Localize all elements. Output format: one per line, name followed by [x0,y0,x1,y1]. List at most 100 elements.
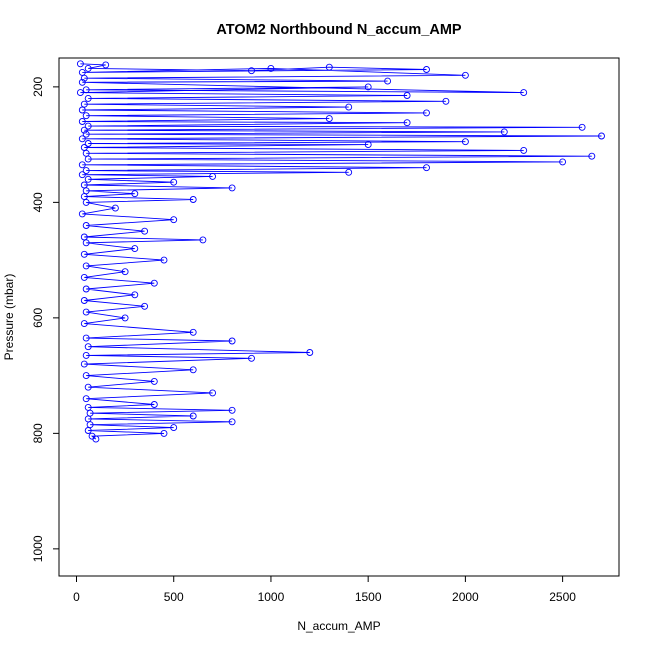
series-line [80,63,602,440]
data-layer [76,60,605,443]
data-point [84,383,92,391]
data-point [170,216,178,224]
data-point [325,63,333,71]
data-point [150,377,158,385]
data-point [598,132,605,140]
chart-title: ATOM2 Northbound N_accum_AMP [216,22,462,38]
data-point [403,119,411,127]
x-tick-label: 1500 [355,590,382,604]
data-point [248,354,255,362]
data-point [131,291,139,299]
data-point [82,222,90,229]
y-tick-label: 400 [31,192,45,212]
data-point [423,66,430,73]
y-tick-label: 600 [31,308,45,328]
data-point [170,424,178,432]
data-point [189,196,197,203]
data-point [228,337,236,345]
y-tick-label: 1000 [31,535,45,562]
x-tick-label: 2000 [452,590,479,604]
data-point [442,97,450,105]
x-tick-label: 1000 [258,590,285,604]
data-point [84,175,92,183]
data-point [82,86,90,94]
data-point [84,155,92,163]
data-point [80,320,88,328]
data-point [111,204,119,212]
data-point [131,245,139,253]
data-point [384,77,392,85]
data-point [345,168,353,176]
x-axis: 0 500 1000 1500 2000 2500 [73,575,576,604]
data-point [423,109,430,117]
data-point [80,297,88,304]
data-point [82,262,90,270]
data-point [325,115,333,123]
data-point [500,128,508,136]
data-point [461,138,469,146]
data-point [80,74,88,82]
data-point [80,250,88,258]
data-point [78,78,86,86]
data-point [82,198,90,206]
data-point [82,372,90,380]
data-point [364,141,372,149]
data-point [306,349,314,356]
data-point [78,135,86,143]
data-point [84,140,92,147]
x-axis-label: N_accum_AMP [297,619,380,633]
data-point [82,130,90,138]
data-point [82,112,90,120]
data-point [170,178,178,186]
data-point [78,210,86,218]
y-tick-label: 800 [31,423,45,443]
data-point [209,389,217,397]
data-point [121,314,129,322]
data-point [160,256,168,264]
data-point [80,126,88,134]
x-tick-label: 2500 [549,590,576,604]
data-point [578,123,586,131]
data-point [80,360,88,368]
data-point [141,302,149,310]
data-point [131,190,139,198]
data-point [189,366,197,374]
data-point [209,172,217,180]
data-point [189,412,197,420]
data-point [403,92,411,99]
data-point [82,239,90,247]
data-point [364,83,372,91]
data-point [82,334,90,342]
data-point [82,285,90,293]
data-point [82,351,90,359]
data-point [82,167,90,175]
data-point [228,406,236,414]
data-point [588,152,596,160]
data-point [102,61,110,69]
data-point [80,273,88,281]
data-point [559,158,567,166]
data-point [121,268,129,276]
x-tick-label: 500 [164,590,184,604]
data-point [76,89,84,97]
y-axis-label: Pressure (mbar) [2,274,16,361]
data-point [461,71,469,79]
data-point [82,308,90,316]
data-point [423,164,430,172]
data-point [78,118,86,125]
data-point [189,328,197,336]
data-point [78,171,86,179]
data-point [520,146,528,154]
data-point [345,103,353,111]
data-point [228,418,236,426]
data-point [78,106,86,114]
data-point [84,94,92,102]
data-point [84,343,92,351]
data-point [84,427,92,434]
y-tick-label: 200 [31,77,45,97]
data-point [520,89,528,97]
data-point [248,67,255,75]
